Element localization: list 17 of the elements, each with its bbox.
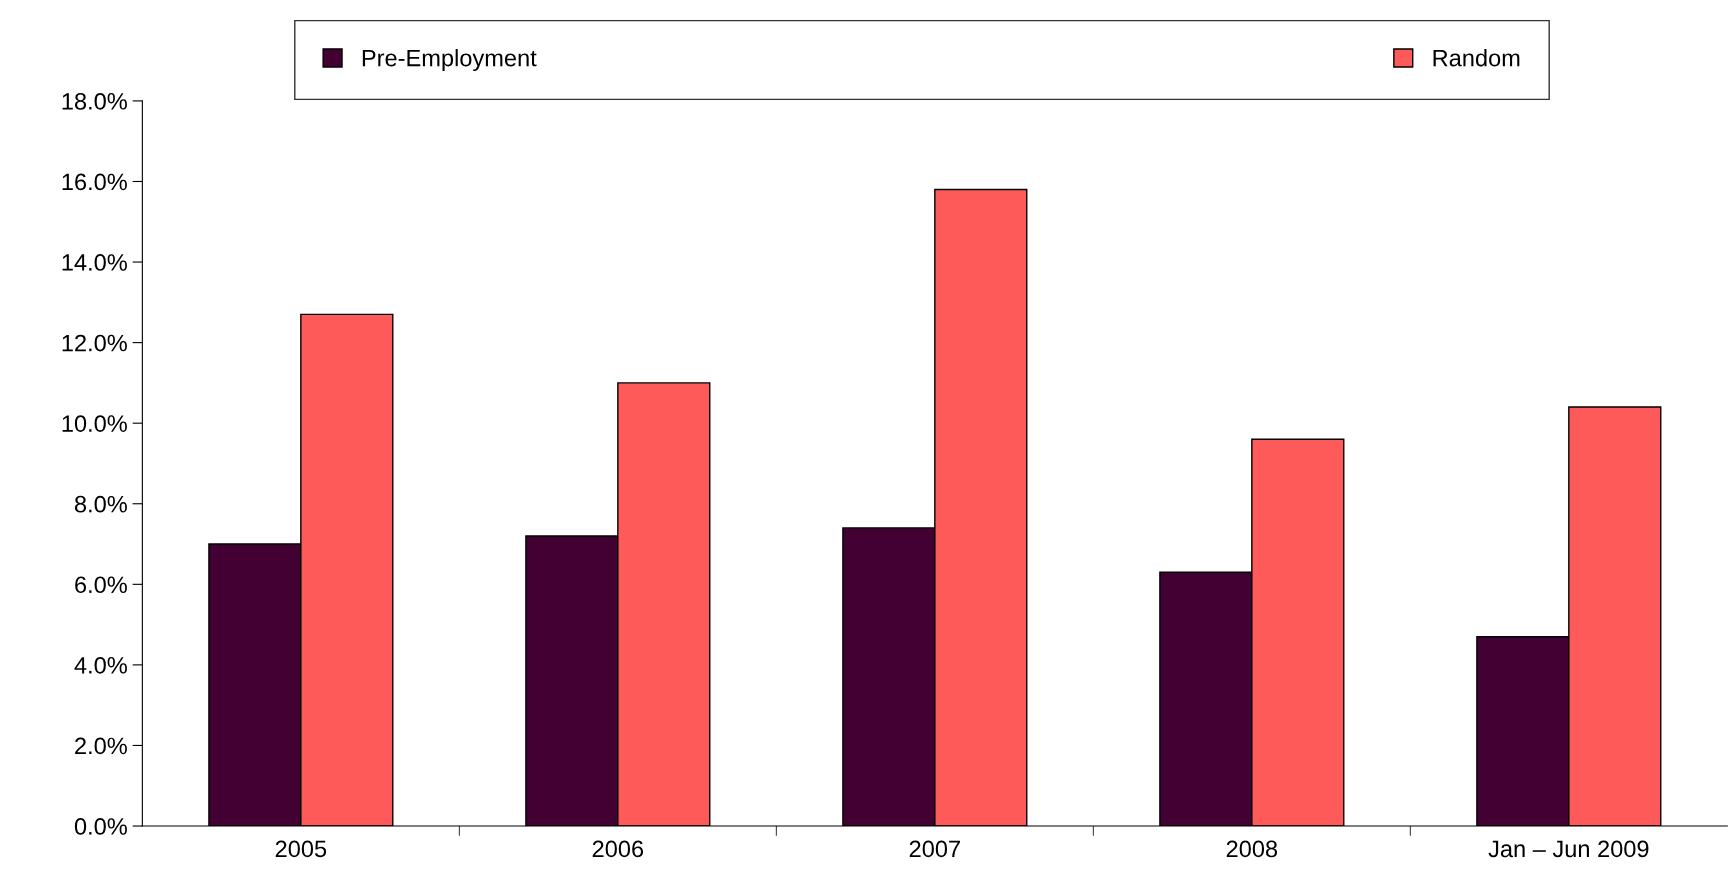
legend-label: Pre-Employment — [362, 49, 537, 72]
y-tick-label: 10.0% — [62, 415, 127, 432]
y-tick-label: 4.0% — [74, 656, 127, 674]
x-tick-label: 2005 — [275, 840, 327, 858]
x-tick-label: 2007 — [909, 840, 960, 858]
y-tick-label: 8.0% — [74, 495, 127, 513]
y-tick-label: 6.0% — [75, 576, 127, 594]
x-tick-label: 2008 — [1226, 840, 1278, 858]
y-tick-label: 14.0% — [62, 254, 127, 271]
x-tick-label: 2006 — [592, 840, 644, 858]
y-tick-label: 12.0% — [62, 334, 127, 352]
y-tick-label: 18.0% — [62, 92, 127, 110]
y-tick-label: 16.0% — [62, 173, 127, 191]
legend-label: Random — [1433, 49, 1520, 67]
x-tick-label: Jan – Jun 2009 — [1488, 840, 1649, 858]
y-tick-label: 0.0% — [74, 818, 127, 835]
y-tick-label: 2.0% — [75, 737, 127, 755]
